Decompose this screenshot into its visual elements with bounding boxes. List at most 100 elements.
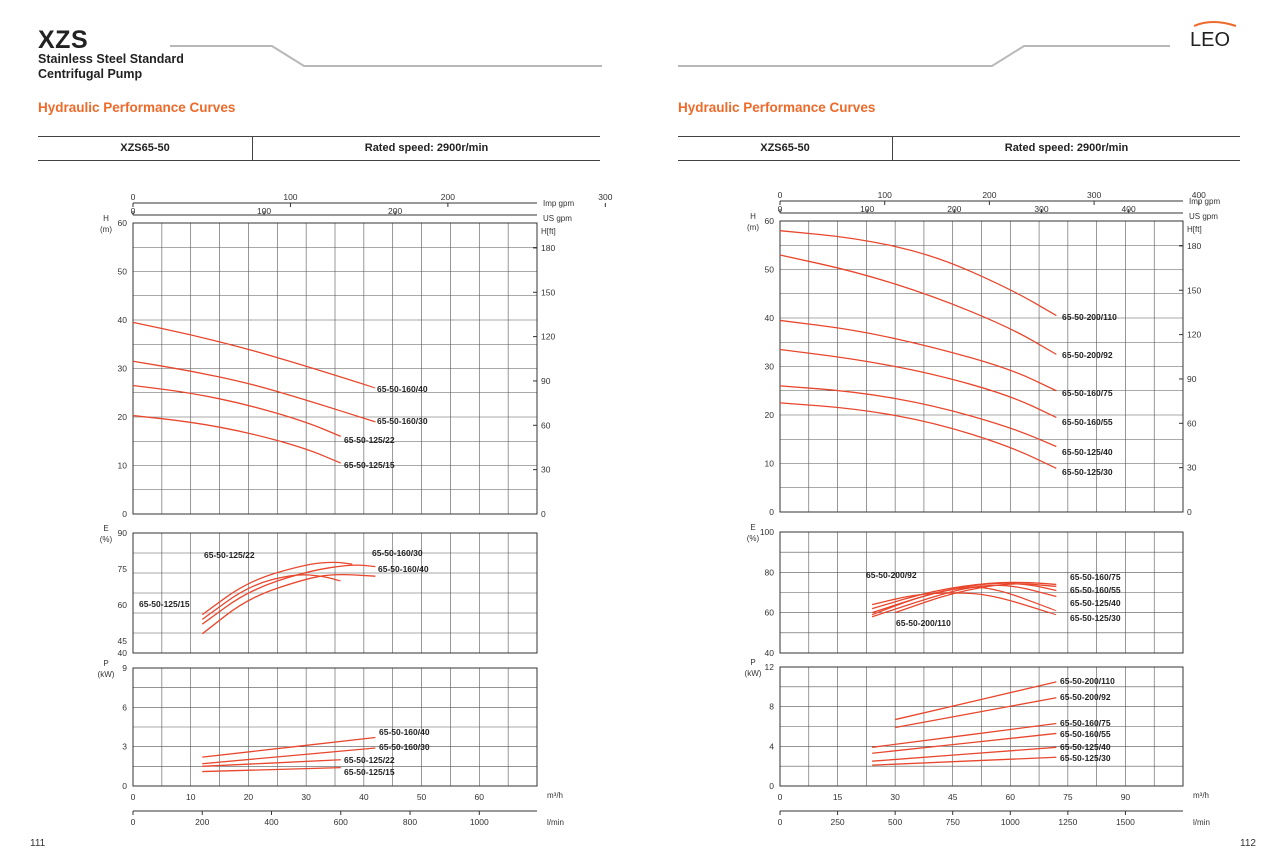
lmin-label: 1000 — [470, 817, 489, 827]
curve-label: 65-50-125/22 — [344, 755, 395, 765]
x-tick-label: 45 — [948, 792, 958, 802]
curve-efficiency — [871, 586, 1057, 616]
ft-tick-label: 180 — [1187, 241, 1201, 251]
curve-label: 65-50-160/75 — [1070, 572, 1121, 582]
curve-head — [779, 254, 1057, 355]
lmin-label: 0 — [131, 817, 136, 827]
y-tick-label: 6 — [122, 702, 127, 712]
curve-label: 65-50-160/40 — [378, 564, 429, 574]
curve-power — [872, 756, 1057, 766]
section-title: Hydraulic Performance Curves — [678, 100, 876, 115]
x-tick-label: 60 — [1006, 792, 1016, 802]
y-axis-label: H — [103, 214, 109, 223]
x-tick-label: 75 — [1063, 792, 1073, 802]
brand-subtitle: Stainless Steel Standard Centrifugal Pum… — [38, 52, 184, 82]
curve-efficiency — [201, 561, 353, 616]
model-label: XZS65-50 — [678, 137, 893, 160]
ft-tick-label: 30 — [1187, 463, 1197, 473]
y-tick-label: 0 — [769, 781, 774, 791]
y-tick-label: 50 — [118, 267, 128, 277]
curve-power — [894, 681, 1057, 721]
curve-label: 65-50-125/40 — [1070, 598, 1121, 608]
ft-tick-label: 120 — [1187, 330, 1201, 340]
panel-frame — [779, 666, 1184, 787]
x-axis-unit: m³/h — [547, 791, 563, 800]
ft-tick-label: 30 — [541, 465, 551, 475]
curve-label: 65-50-160/30 — [379, 742, 430, 752]
y-tick-label: 12 — [765, 662, 775, 672]
x-tick-label: 90 — [1121, 792, 1131, 802]
y-axis-unit: (m) — [100, 225, 112, 234]
y-tick-label: 30 — [765, 362, 775, 372]
y-tick-label: 0 — [122, 509, 127, 519]
x-tick-label: 60 — [475, 792, 485, 802]
lmin-label: 750 — [946, 817, 960, 827]
curve-efficiency — [201, 564, 376, 625]
x-tick-label: 0 — [131, 792, 136, 802]
lmin-unit: l/min — [1193, 818, 1210, 827]
curve-power — [202, 736, 376, 758]
performance-chart-left: 0102030405060H(m)0306090120150180H[ft]65… — [98, 192, 613, 827]
curve-label: 65-50-200/110 — [1062, 312, 1117, 322]
y-tick-label: 8 — [769, 702, 774, 712]
curve-label: 65-50-125/15 — [344, 460, 395, 470]
curve-efficiency — [201, 574, 341, 620]
curve-label: 65-50-160/75 — [1060, 718, 1111, 728]
y-tick-label: 0 — [769, 507, 774, 517]
us-gpm-label: 0 — [131, 206, 136, 216]
x-tick-label: 10 — [186, 792, 196, 802]
model-band: XZS65-50 Rated speed: 2900r/min — [678, 136, 1240, 161]
curve-head — [132, 360, 376, 423]
lmin-label: 1000 — [1001, 817, 1020, 827]
curve-head — [779, 348, 1057, 419]
y-tick-label: 60 — [118, 600, 128, 610]
curve-efficiency — [201, 573, 376, 635]
curve-label: 65-50-160/40 — [379, 727, 430, 737]
imp-gpm-label: 200 — [982, 190, 996, 200]
curve-efficiency — [894, 583, 1057, 614]
ft-tick-label: 60 — [1187, 418, 1197, 428]
ft-tick-label: 120 — [541, 332, 555, 342]
imp-gpm-label: 300 — [1087, 190, 1101, 200]
us-gpm-unit: US gpm — [543, 214, 572, 223]
y-tick-label: 45 — [118, 636, 128, 646]
y-tick-label: 80 — [765, 567, 775, 577]
y-axis-label: P — [103, 659, 108, 668]
y-tick-label: 60 — [765, 608, 775, 618]
subtitle-line-1: Stainless Steel Standard — [38, 52, 184, 66]
us-gpm-label: 300 — [1034, 204, 1048, 214]
y-axis-label: P — [750, 658, 755, 667]
curve-label: 65-50-125/30 — [1062, 467, 1113, 477]
us-gpm-unit: US gpm — [1189, 212, 1218, 221]
lmin-label: 800 — [403, 817, 417, 827]
curve-label: 65-50-160/30 — [372, 548, 423, 558]
y-tick-label: 10 — [118, 461, 128, 471]
lmin-label: 200 — [195, 817, 209, 827]
curve-label: 65-50-160/55 — [1070, 585, 1121, 595]
subtitle-line-2: Centrifugal Pump — [38, 67, 143, 81]
page-left: XZS Stainless Steel Standard Centrifugal… — [30, 26, 613, 849]
y-tick-label: 3 — [122, 742, 127, 752]
y-tick-label: 20 — [118, 412, 128, 422]
y-tick-label: 10 — [765, 459, 775, 469]
ft-tick-label: 90 — [1187, 374, 1197, 384]
curve-head — [132, 414, 342, 464]
page-right: LEO Hydraulic Performance Curves XZS65-5… — [640, 0, 1280, 868]
us-gpm-label: 100 — [860, 204, 874, 214]
lmin-label: 0 — [778, 817, 783, 827]
ft-tick-label: 150 — [541, 287, 555, 297]
y-axis-unit: (m) — [747, 223, 759, 232]
lmin-label: 600 — [334, 817, 348, 827]
curve-label: 65-50-125/30 — [1070, 613, 1121, 623]
panel-frame — [132, 667, 538, 787]
curve-label: 65-50-160/40 — [377, 384, 428, 394]
x-tick-label: 0 — [778, 792, 783, 802]
curve-efficiency — [871, 592, 1057, 616]
curve-head — [132, 384, 342, 437]
x-tick-label: 30 — [301, 792, 311, 802]
y-axis-label: E — [750, 523, 755, 532]
lmin-label: 1500 — [1116, 817, 1135, 827]
curve-label: 65-50-125/22 — [204, 550, 255, 560]
brand-title: XZS — [38, 26, 89, 54]
y-tick-label: 30 — [118, 364, 128, 374]
